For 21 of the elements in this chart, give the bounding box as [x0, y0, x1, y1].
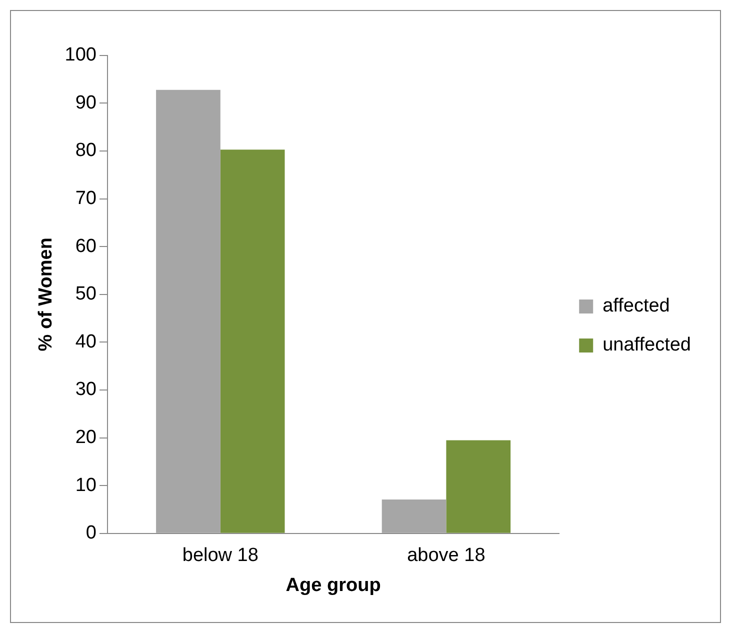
bar: [156, 90, 220, 533]
bar: [220, 150, 285, 533]
y-tick-label: 70: [75, 188, 96, 210]
x-tick-label: below 18: [182, 545, 258, 566]
legend-label: affected: [602, 296, 670, 317]
y-axis-title: % of Women: [36, 238, 57, 352]
legend-label: unaffected: [602, 334, 692, 356]
y-tick-label: 50: [75, 284, 96, 305]
y-tick-label: 60: [75, 236, 96, 257]
y-tick-label: 90: [75, 92, 96, 114]
y-tick-label: 40: [75, 331, 96, 352]
x-axis-title: Age group: [286, 574, 381, 596]
y-tick-label: 100: [64, 44, 96, 66]
x-tick-label: above 18: [407, 545, 486, 566]
y-tick-label: 0: [86, 522, 96, 544]
y-tick-label: 80: [75, 140, 96, 162]
bar: [382, 499, 446, 533]
y-tick-label: 10: [75, 474, 96, 496]
y-tick-label: 20: [75, 427, 96, 448]
bar: [446, 440, 511, 533]
y-tick-label: 30: [75, 379, 96, 400]
